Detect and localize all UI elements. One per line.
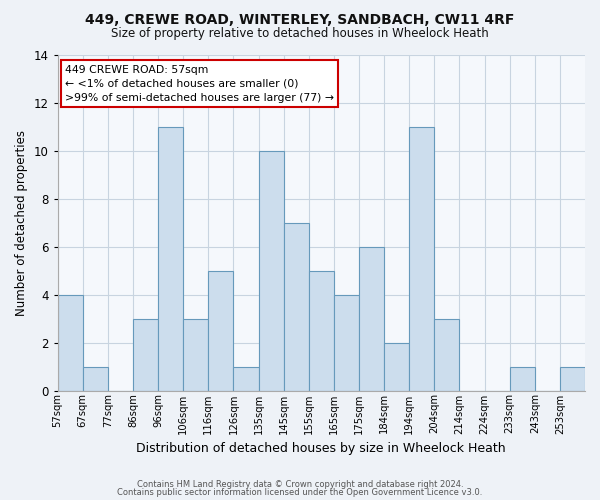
Bar xyxy=(158,127,183,390)
Bar xyxy=(409,127,434,390)
Bar xyxy=(183,318,208,390)
Text: Contains HM Land Registry data © Crown copyright and database right 2024.: Contains HM Land Registry data © Crown c… xyxy=(137,480,463,489)
Text: Contains public sector information licensed under the Open Government Licence v3: Contains public sector information licen… xyxy=(118,488,482,497)
Bar xyxy=(58,294,83,390)
Bar xyxy=(359,246,384,390)
Bar xyxy=(133,318,158,390)
Bar xyxy=(434,318,460,390)
Bar xyxy=(384,342,409,390)
Bar xyxy=(334,294,359,390)
Bar xyxy=(208,270,233,390)
Bar xyxy=(509,366,535,390)
Text: Size of property relative to detached houses in Wheelock Heath: Size of property relative to detached ho… xyxy=(111,28,489,40)
Bar xyxy=(284,223,309,390)
Bar xyxy=(259,151,284,390)
X-axis label: Distribution of detached houses by size in Wheelock Heath: Distribution of detached houses by size … xyxy=(136,442,506,455)
Bar xyxy=(309,270,334,390)
Text: 449, CREWE ROAD, WINTERLEY, SANDBACH, CW11 4RF: 449, CREWE ROAD, WINTERLEY, SANDBACH, CW… xyxy=(85,12,515,26)
Bar xyxy=(83,366,108,390)
Bar xyxy=(560,366,585,390)
Bar xyxy=(233,366,259,390)
Text: 449 CREWE ROAD: 57sqm
← <1% of detached houses are smaller (0)
>99% of semi-deta: 449 CREWE ROAD: 57sqm ← <1% of detached … xyxy=(65,64,334,102)
Y-axis label: Number of detached properties: Number of detached properties xyxy=(15,130,28,316)
